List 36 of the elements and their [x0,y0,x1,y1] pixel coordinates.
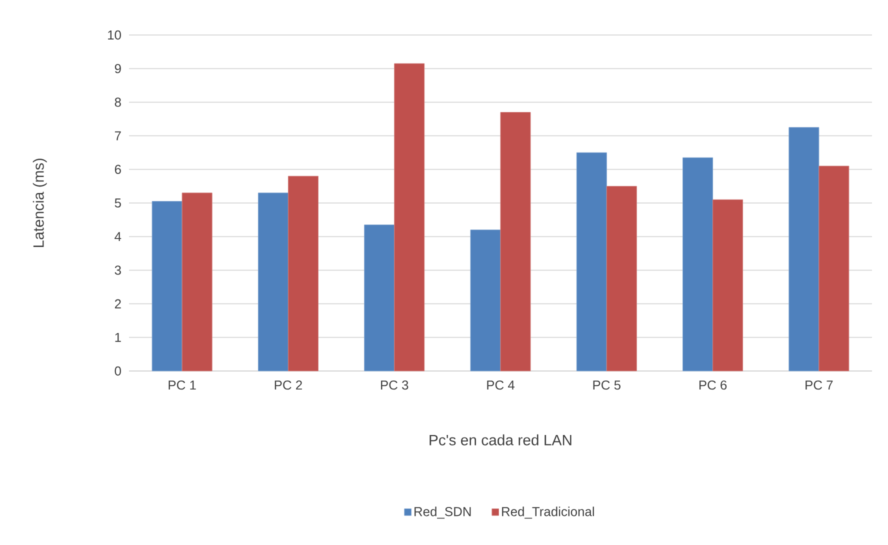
bar [182,192,212,372]
bar [152,201,182,372]
y-tick-label: 5 [114,198,121,208]
y-tick-label: 7 [114,131,121,140]
x-tick-label: PC 5 [593,380,620,390]
bar [500,112,531,372]
x-tick-label: PC 4 [487,380,515,390]
y-tick-label: 0 [114,366,121,376]
x-tick-label: PC 1 [168,380,196,390]
y-tick-label: 8 [114,98,121,107]
y-tick-label: 10 [108,30,121,40]
bar [470,230,501,372]
y-tick-label: 9 [114,64,121,74]
x-tick-label: PC 3 [381,380,408,390]
y-tick-label: 3 [114,266,121,275]
bar [606,186,637,372]
legend-label: Red_SDN [414,506,471,519]
bar [394,63,425,372]
bar [576,152,607,372]
bar [682,157,714,372]
bar [712,199,744,372]
x-axis-title: Pc's en cada red LAN [430,434,572,446]
bar [364,224,395,372]
bar [788,127,820,372]
x-tick-label: PC 7 [806,380,833,390]
x-tick-label: PC 2 [274,380,302,390]
bar [818,166,850,372]
legend-label: Red_Tradicional [502,506,594,519]
y-tick-label: 4 [114,232,122,242]
y-tick-label: 6 [114,164,121,174]
bar [258,192,288,372]
y-tick-label: 1 [115,332,121,342]
bar [288,176,318,372]
y-tick-label: 2 [114,299,121,308]
x-tick-label: PC 6 [699,380,727,390]
y-axis-title: Latencia (ms) [32,158,47,248]
